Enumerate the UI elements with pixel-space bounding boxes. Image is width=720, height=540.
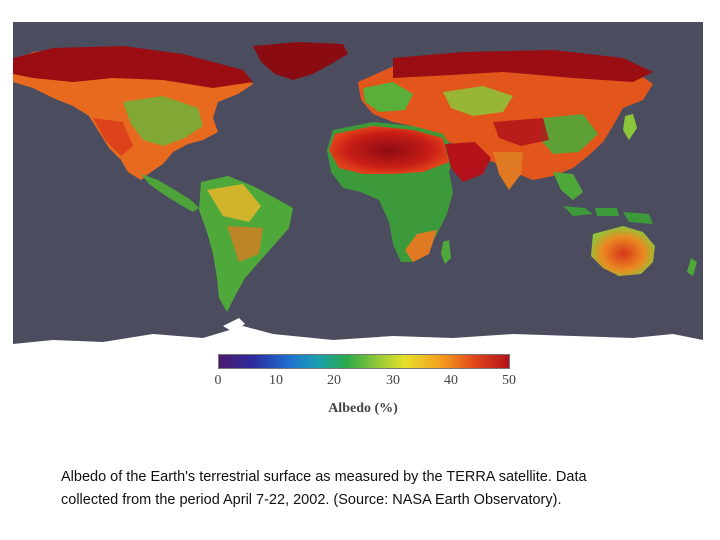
albedo-colorbar [218, 354, 510, 369]
colorbar-title: Albedo (%) [328, 401, 398, 416]
australia [591, 226, 655, 276]
eurasia [358, 50, 653, 200]
antarctica [13, 326, 703, 368]
antarctic-peninsula [223, 318, 245, 332]
albedo-world-map [13, 22, 703, 368]
colorbar-tick-0: 0 [214, 373, 222, 388]
colorbar-tick-50: 50 [502, 373, 516, 388]
south-america [199, 176, 293, 312]
new-zealand [687, 258, 697, 276]
maritime-southeast-asia [563, 206, 653, 224]
world-map-graphic [13, 42, 703, 368]
north-america [13, 46, 253, 212]
colorbar-tick-10: 10 [269, 373, 283, 388]
africa [327, 122, 491, 264]
colorbar-tick-30: 30 [386, 373, 400, 388]
colorbar-tick-40: 40 [444, 373, 458, 388]
colorbar-tick-20: 20 [327, 373, 341, 388]
greenland [253, 42, 348, 80]
caption-line-1: Albedo of the Earth's terrestrial surfac… [61, 469, 587, 485]
caption-line-2: collected from the period April 7-22, 20… [61, 492, 562, 508]
figure-caption: Albedo of the Earth's terrestrial surfac… [61, 466, 671, 512]
